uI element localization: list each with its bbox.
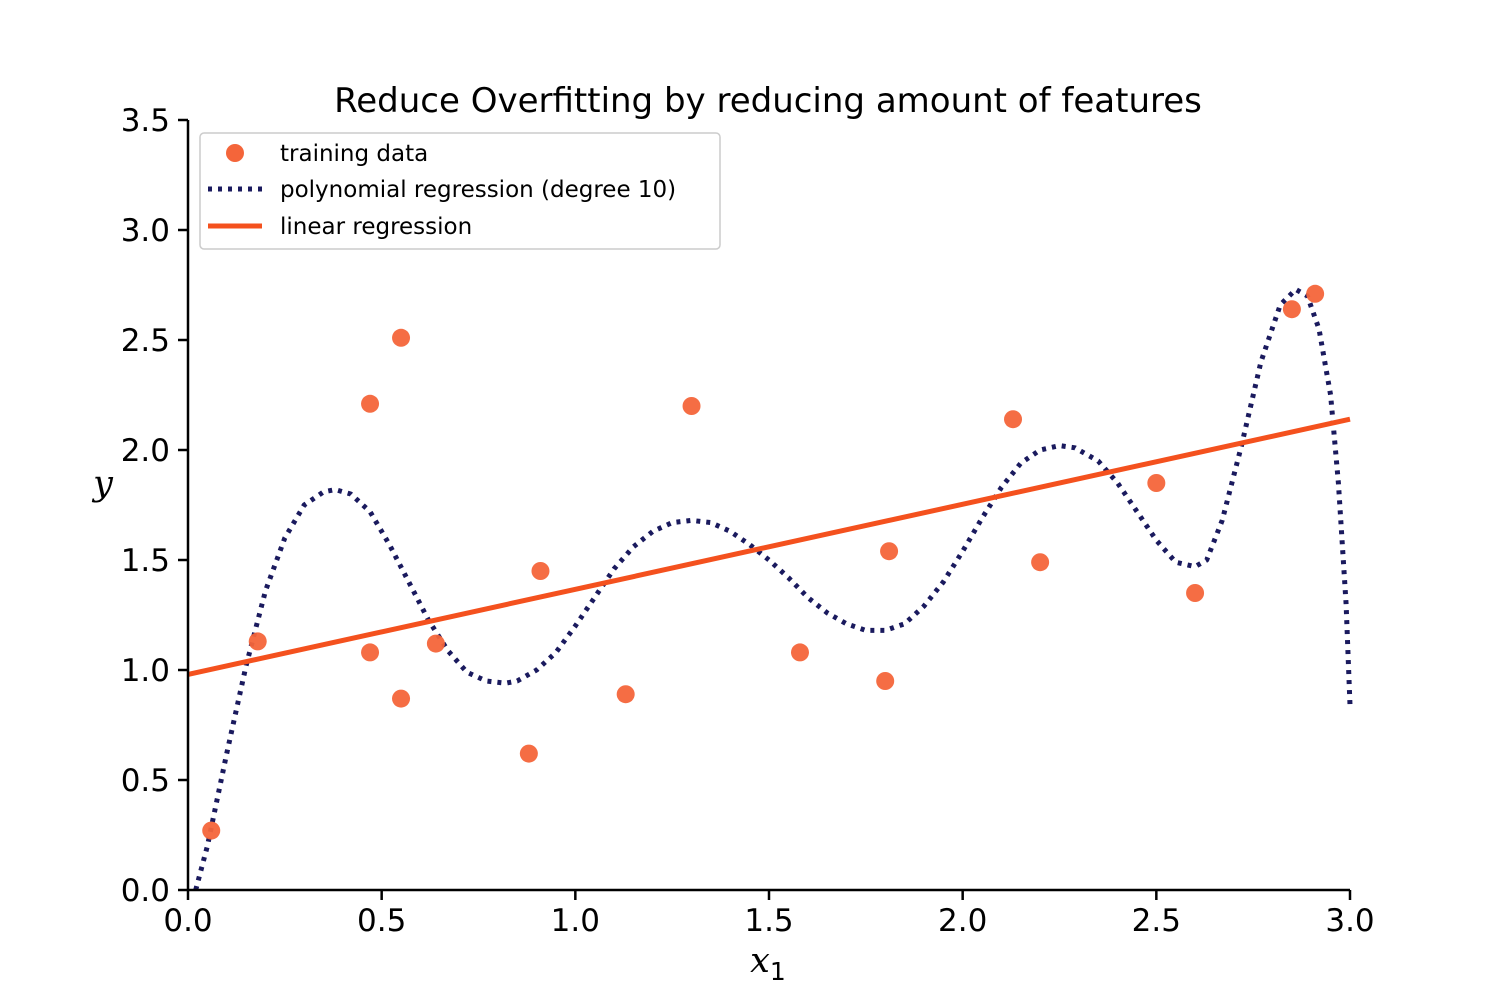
training-data-point [202,821,221,840]
training-data-point [392,328,411,347]
training-data-point [1282,300,1301,319]
training-data-point [519,744,538,763]
training-data-point [426,634,445,653]
x-tick-label: 1.5 [744,903,793,939]
training-data-point [876,672,895,690]
y-tick-label: 3.5 [121,103,170,139]
y-tick-label: 3.0 [121,213,170,249]
training-data-point [880,542,899,561]
x-tick-label: 3.0 [1325,903,1374,939]
legend: training data polynomial regression (deg… [199,132,721,250]
x-tick-label: 2.0 [938,903,987,939]
training-data-point [1306,284,1325,303]
y-axis-label: y [91,464,114,504]
training-data-point [361,394,380,413]
training-data-point [1186,584,1205,602]
training-data-point [248,632,267,651]
training-data-point [1031,553,1050,572]
legend-frame [199,132,721,250]
training-data-point [361,643,380,662]
axes: 0.0 0.5 1.0 1.5 2.0 2.5 3.0 0.0 0.5 1.0 1.5 2.0 2.5… [121,103,1375,939]
training-data-point [682,397,701,415]
training-data-point [616,685,635,704]
training-data-point [392,689,411,708]
training-data-point [1004,410,1023,429]
x-tick-label: 1.0 [551,903,600,939]
y-tick-label: 1.0 [121,653,170,689]
x-tick-label: 2.5 [1132,903,1181,939]
y-tick-label: 2.0 [121,433,170,469]
training-data-point [531,562,550,580]
legend-label-polynomial-regression: polynomial regression (degree 10) [280,177,676,203]
x-ticks: 0.0 0.5 1.0 1.5 2.0 2.5 3.0 [163,890,1375,939]
training-data-point [790,643,809,662]
legend-label-linear-regression: linear regression [280,214,472,240]
y-tick-label: 0.0 [121,873,170,909]
legend-marker-training-data [226,144,244,162]
chart-title: Reduce Overfitting by reducing amount of… [334,81,1202,121]
y-ticks: 0.0 0.5 1.0 1.5 2.0 2.5 3.0 3.5 [121,103,188,909]
y-tick-label: 0.5 [121,763,170,799]
polynomial-regression-line [193,286,1353,891]
x-axis-label-subscript: 1 [770,957,786,986]
plot-area [187,284,1353,891]
x-axis-label-main: x [750,941,770,981]
legend-label-training-data: training data [280,141,428,167]
x-tick-label: 0.5 [357,903,406,939]
y-tick-label: 2.5 [121,323,170,359]
x-axis-label: x1 [750,941,786,986]
linear-regression-line [187,416,1351,677]
x-tick-label: 0.0 [163,903,212,939]
training-data-point [1147,474,1166,492]
y-tick-label: 1.5 [121,543,170,579]
